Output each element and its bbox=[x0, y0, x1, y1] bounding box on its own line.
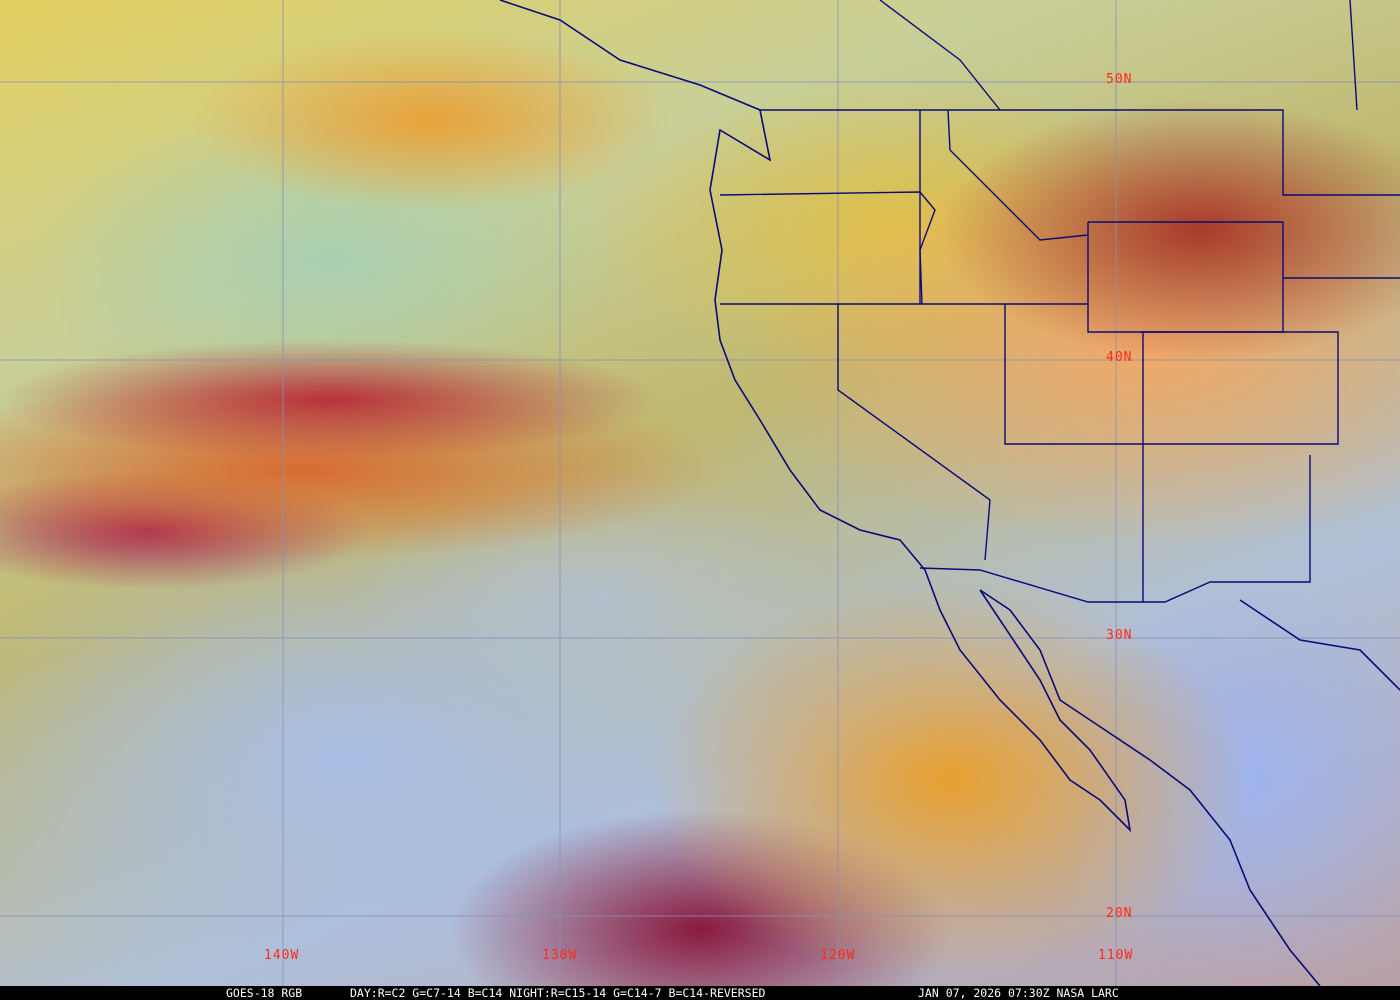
latitude-label-20n: 20N bbox=[1106, 906, 1133, 921]
caption-satellite: GOES-18 RGB bbox=[226, 986, 303, 1000]
coastline bbox=[499, 0, 1400, 986]
caption-timestamp: JAN 07, 2026 07:30Z NASA LARC bbox=[918, 986, 1119, 1000]
latitude-label-40n: 40N bbox=[1106, 350, 1133, 365]
latitude-label-30n: 30N bbox=[1106, 628, 1133, 643]
state-borders bbox=[719, 0, 1400, 603]
image-caption-bar: GOES-18 RGB DAY:R=C2 G=C7-14 B=C14 NIGHT… bbox=[0, 986, 1400, 1000]
longitude-label-120w: 120W bbox=[820, 948, 856, 963]
latitude-label-50n: 50N bbox=[1106, 72, 1133, 87]
longitude-label-110w: 110W bbox=[1098, 948, 1134, 963]
caption-recipe: DAY:R=C2 G=C7-14 B=C14 NIGHT:R=C15-14 G=… bbox=[350, 986, 766, 1000]
longitude-label-130w: 130W bbox=[542, 948, 578, 963]
longitude-label-140w: 140W bbox=[264, 948, 300, 963]
